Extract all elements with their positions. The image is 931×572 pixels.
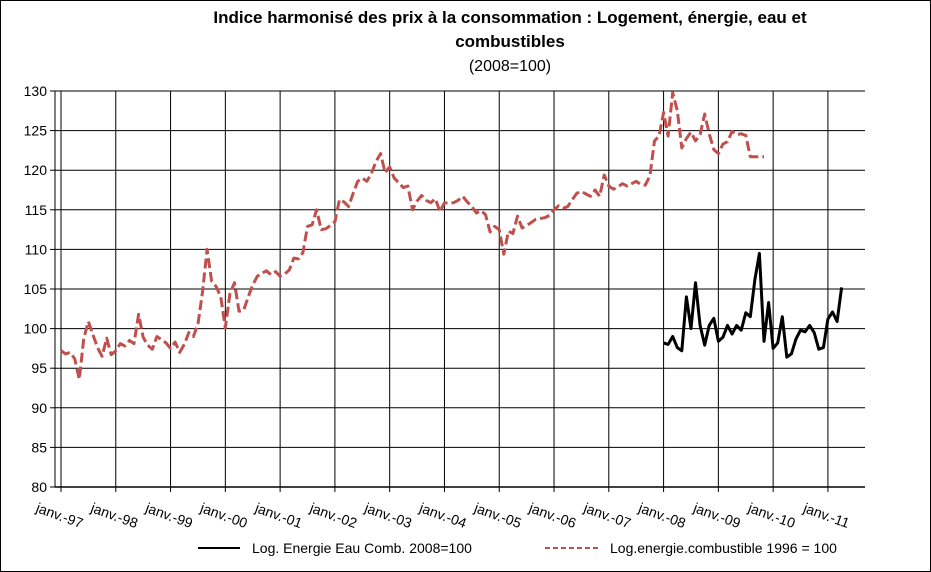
y-tick-label: 100 [24, 321, 48, 337]
x-tick-label: janv.-05 [471, 499, 523, 531]
x-tick-label: janv.-09 [690, 499, 742, 531]
x-tick-label: janv.-04 [417, 499, 469, 531]
chart-title-line2: combustibles [455, 32, 565, 51]
x-tick-label: janv.-10 [745, 499, 797, 531]
x-tick-label: janv.-99 [143, 499, 195, 531]
y-tick-label: 95 [31, 360, 47, 376]
y-tick-label: 120 [24, 162, 48, 178]
series-lines [60, 91, 844, 381]
y-tick-label: 125 [24, 123, 48, 139]
x-tick-label: janv.-03 [362, 499, 414, 531]
legend-label-1: Log.energie.combustible 1996 = 100 [610, 540, 837, 556]
x-tick-label: janv.-08 [636, 499, 688, 531]
y-tick-label: 85 [31, 439, 47, 455]
x-tick-label: janv.-98 [88, 499, 140, 531]
y-tick-label: 130 [24, 83, 48, 99]
y-tick-label: 110 [25, 241, 48, 257]
x-tick-label: janv.-00 [197, 499, 249, 531]
legend-label-0: Log. Energie Eau Comb. 2008=100 [252, 540, 472, 556]
y-tick-label: 115 [25, 202, 48, 218]
y-axis: 80 85 90 95 100 105 110 115 120 125 130 [24, 83, 56, 495]
x-tick-label: janv.-02 [307, 499, 359, 531]
series-line-1 [60, 91, 764, 381]
legend: Log. Energie Eau Comb. 2008=100 Log.energ… [198, 540, 837, 556]
chart-subtitle: (2008=100) [469, 58, 551, 75]
x-tick-label: janv.-07 [581, 499, 633, 531]
chart-title-line1: Indice harmonisé des prix à la consommat… [213, 8, 807, 27]
series-line-0 [663, 251, 844, 359]
x-tick-label: janv.-97 [33, 499, 85, 531]
x-tick-label: janv.-11 [801, 499, 852, 531]
x-axis: janv.-97 janv.-98 janv.-99 janv.-00 janv.-01… [33, 486, 865, 531]
y-tick-label: 80 [31, 479, 47, 495]
y-tick-label: 90 [31, 400, 47, 416]
x-tick-label: janv.-01 [252, 499, 304, 531]
x-tick-label: janv.-06 [526, 499, 578, 531]
grid-lines [55, 90, 865, 488]
y-tick-label: 105 [24, 281, 48, 297]
